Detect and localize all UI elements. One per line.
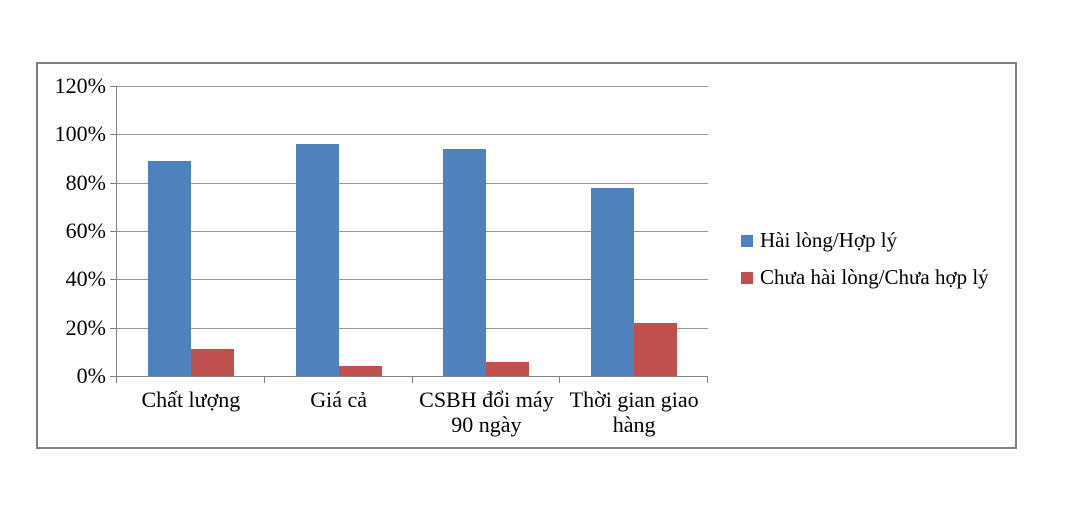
y-axis-tick-label: 20% <box>65 314 106 340</box>
y-axis-tick <box>110 86 117 87</box>
y-axis-tick-label: 120% <box>54 73 106 98</box>
bar-hai-long <box>591 187 635 376</box>
x-axis-tick <box>411 377 413 383</box>
x-axis-tick <box>559 377 561 383</box>
bar-chua-hai-long <box>338 366 382 376</box>
y-axis-tick-label: 40% <box>65 266 106 292</box>
legend: Hài lòng/Hợp lý Chưa hài lòng/Chưa hợp l… <box>741 222 989 296</box>
gridline <box>117 327 708 329</box>
gridline <box>117 86 708 87</box>
x-axis-category-label: Giá cả <box>310 387 368 412</box>
gridline <box>117 134 708 136</box>
y-axis-tick-label: 60% <box>65 218 106 243</box>
y-axis-tick-label: 0% <box>76 363 106 388</box>
legend-entry-hai-long: Hài lòng/Hợp lý <box>741 222 989 259</box>
y-axis-tick <box>110 279 117 281</box>
bar-hai-long <box>147 160 191 376</box>
legend-entry-chua-hai-long: Chưa hài lòng/Chưa hợp lý <box>741 259 989 296</box>
bar-hai-long <box>295 144 339 376</box>
gridline <box>117 182 708 184</box>
y-axis-tick <box>110 134 117 136</box>
bar-chua-hai-long <box>486 361 530 376</box>
y-axis-tick <box>110 376 117 377</box>
gridline <box>117 231 708 232</box>
y-axis-tick <box>110 182 117 184</box>
x-axis-category-label: Chất lượng <box>141 387 241 412</box>
gridline <box>117 279 708 281</box>
x-axis-tick <box>116 377 117 383</box>
y-axis-tick-label: 100% <box>54 121 106 147</box>
x-axis-tick <box>707 377 708 383</box>
legend-swatch-chua-hai-long-icon <box>741 271 753 284</box>
y-axis-tick <box>110 231 117 232</box>
x-axis-tick <box>263 377 265 383</box>
x-axis-category-label: CSBH đổi máy 90 ngày <box>419 387 554 437</box>
y-axis-tick <box>110 327 117 329</box>
legend-label-chua-hai-long: Chưa hài lòng/Chưa hợp lý <box>760 265 989 289</box>
plot-area: 0% 20% 40% 60% 80% 100% 120% Chất lượng Giá cả CS… <box>38 64 1015 447</box>
x-axis-category-label: Thời gian giao hàng <box>569 387 699 437</box>
chart-frame: 0% 20% 40% 60% 80% 100% 120% Chất lượng Giá cả CS… <box>36 62 1017 449</box>
bar-chua-hai-long <box>634 322 678 376</box>
x-axis-line <box>116 376 708 377</box>
bar-hai-long <box>443 148 487 376</box>
y-axis-tick-label: 80% <box>65 169 106 195</box>
legend-label-hai-long: Hài lòng/Hợp lý <box>760 228 898 252</box>
bar-chua-hai-long <box>190 349 234 376</box>
legend-swatch-hai-long-icon <box>741 234 753 247</box>
